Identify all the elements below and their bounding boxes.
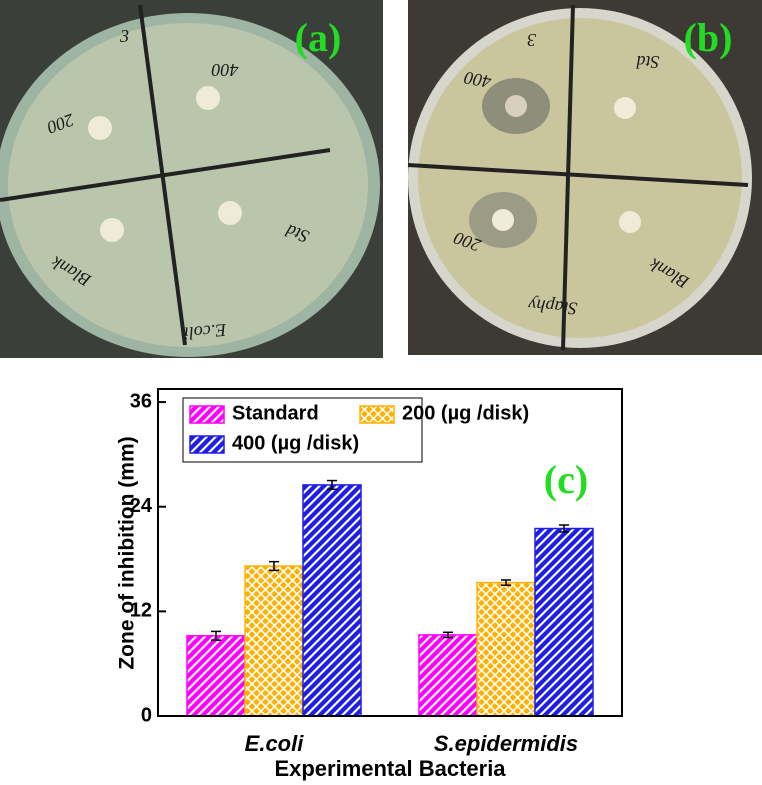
dish (8, 23, 368, 347)
y-axis-title: Zone of inhibition (mm) (116, 436, 139, 669)
plate-a: 3 400 200 Std Blank E.coli (a) (0, 0, 383, 358)
plate-note: E.coli (183, 320, 228, 344)
error-bar (501, 579, 511, 586)
plate-note: Std (636, 52, 660, 72)
plate-note: 400 (212, 60, 239, 80)
error-bar (443, 631, 453, 639)
divider (138, 4, 187, 346)
legend-label: 200 (µg /disk) (402, 402, 529, 424)
disk (196, 86, 220, 110)
y-tick-label: 36 (130, 390, 152, 412)
legend-label: 400 (µg /disk) (232, 432, 359, 454)
error-bar (211, 630, 221, 641)
panel-label: (c) (544, 457, 588, 502)
disk (619, 211, 641, 233)
legend-swatch (359, 405, 395, 424)
x-axis-title: Experimental Bacteria (274, 756, 506, 781)
bar (186, 635, 246, 717)
panel-label: (b) (684, 15, 733, 60)
bar (418, 634, 478, 717)
disk (100, 218, 124, 242)
x-tick-label: E.coli (245, 731, 305, 756)
legend-label: Standard (232, 402, 319, 424)
bar (476, 581, 536, 717)
plate-note: 400 (463, 68, 493, 92)
plate-note: 3 (527, 30, 537, 50)
error-bar (559, 524, 569, 533)
divider (561, 4, 575, 351)
panel-label: (a) (295, 15, 342, 60)
legend-swatch (189, 405, 225, 424)
error-bar (269, 560, 279, 572)
error-bar (327, 479, 337, 491)
y-tick-label: 12 (130, 600, 152, 622)
plate-b: 3 Std 400 200 Blank Staphy (b) (407, 0, 762, 355)
y-tick-label: 24 (130, 495, 153, 517)
plot-frame (157, 388, 623, 717)
dish (418, 18, 742, 338)
bar (244, 565, 304, 717)
disk (218, 201, 242, 225)
disk (88, 116, 112, 140)
x-tick-label: S.epidermidis (434, 731, 578, 756)
disk (614, 97, 636, 119)
bar (302, 484, 362, 717)
plate-note: 3 (119, 26, 129, 46)
bar (534, 527, 594, 717)
plate-note: Staphy (528, 295, 579, 319)
y-tick-label: 0 (141, 704, 152, 726)
divider (407, 163, 749, 187)
disk (492, 209, 514, 231)
legend-swatch (189, 435, 225, 454)
divider (0, 148, 331, 202)
disk (505, 95, 527, 117)
